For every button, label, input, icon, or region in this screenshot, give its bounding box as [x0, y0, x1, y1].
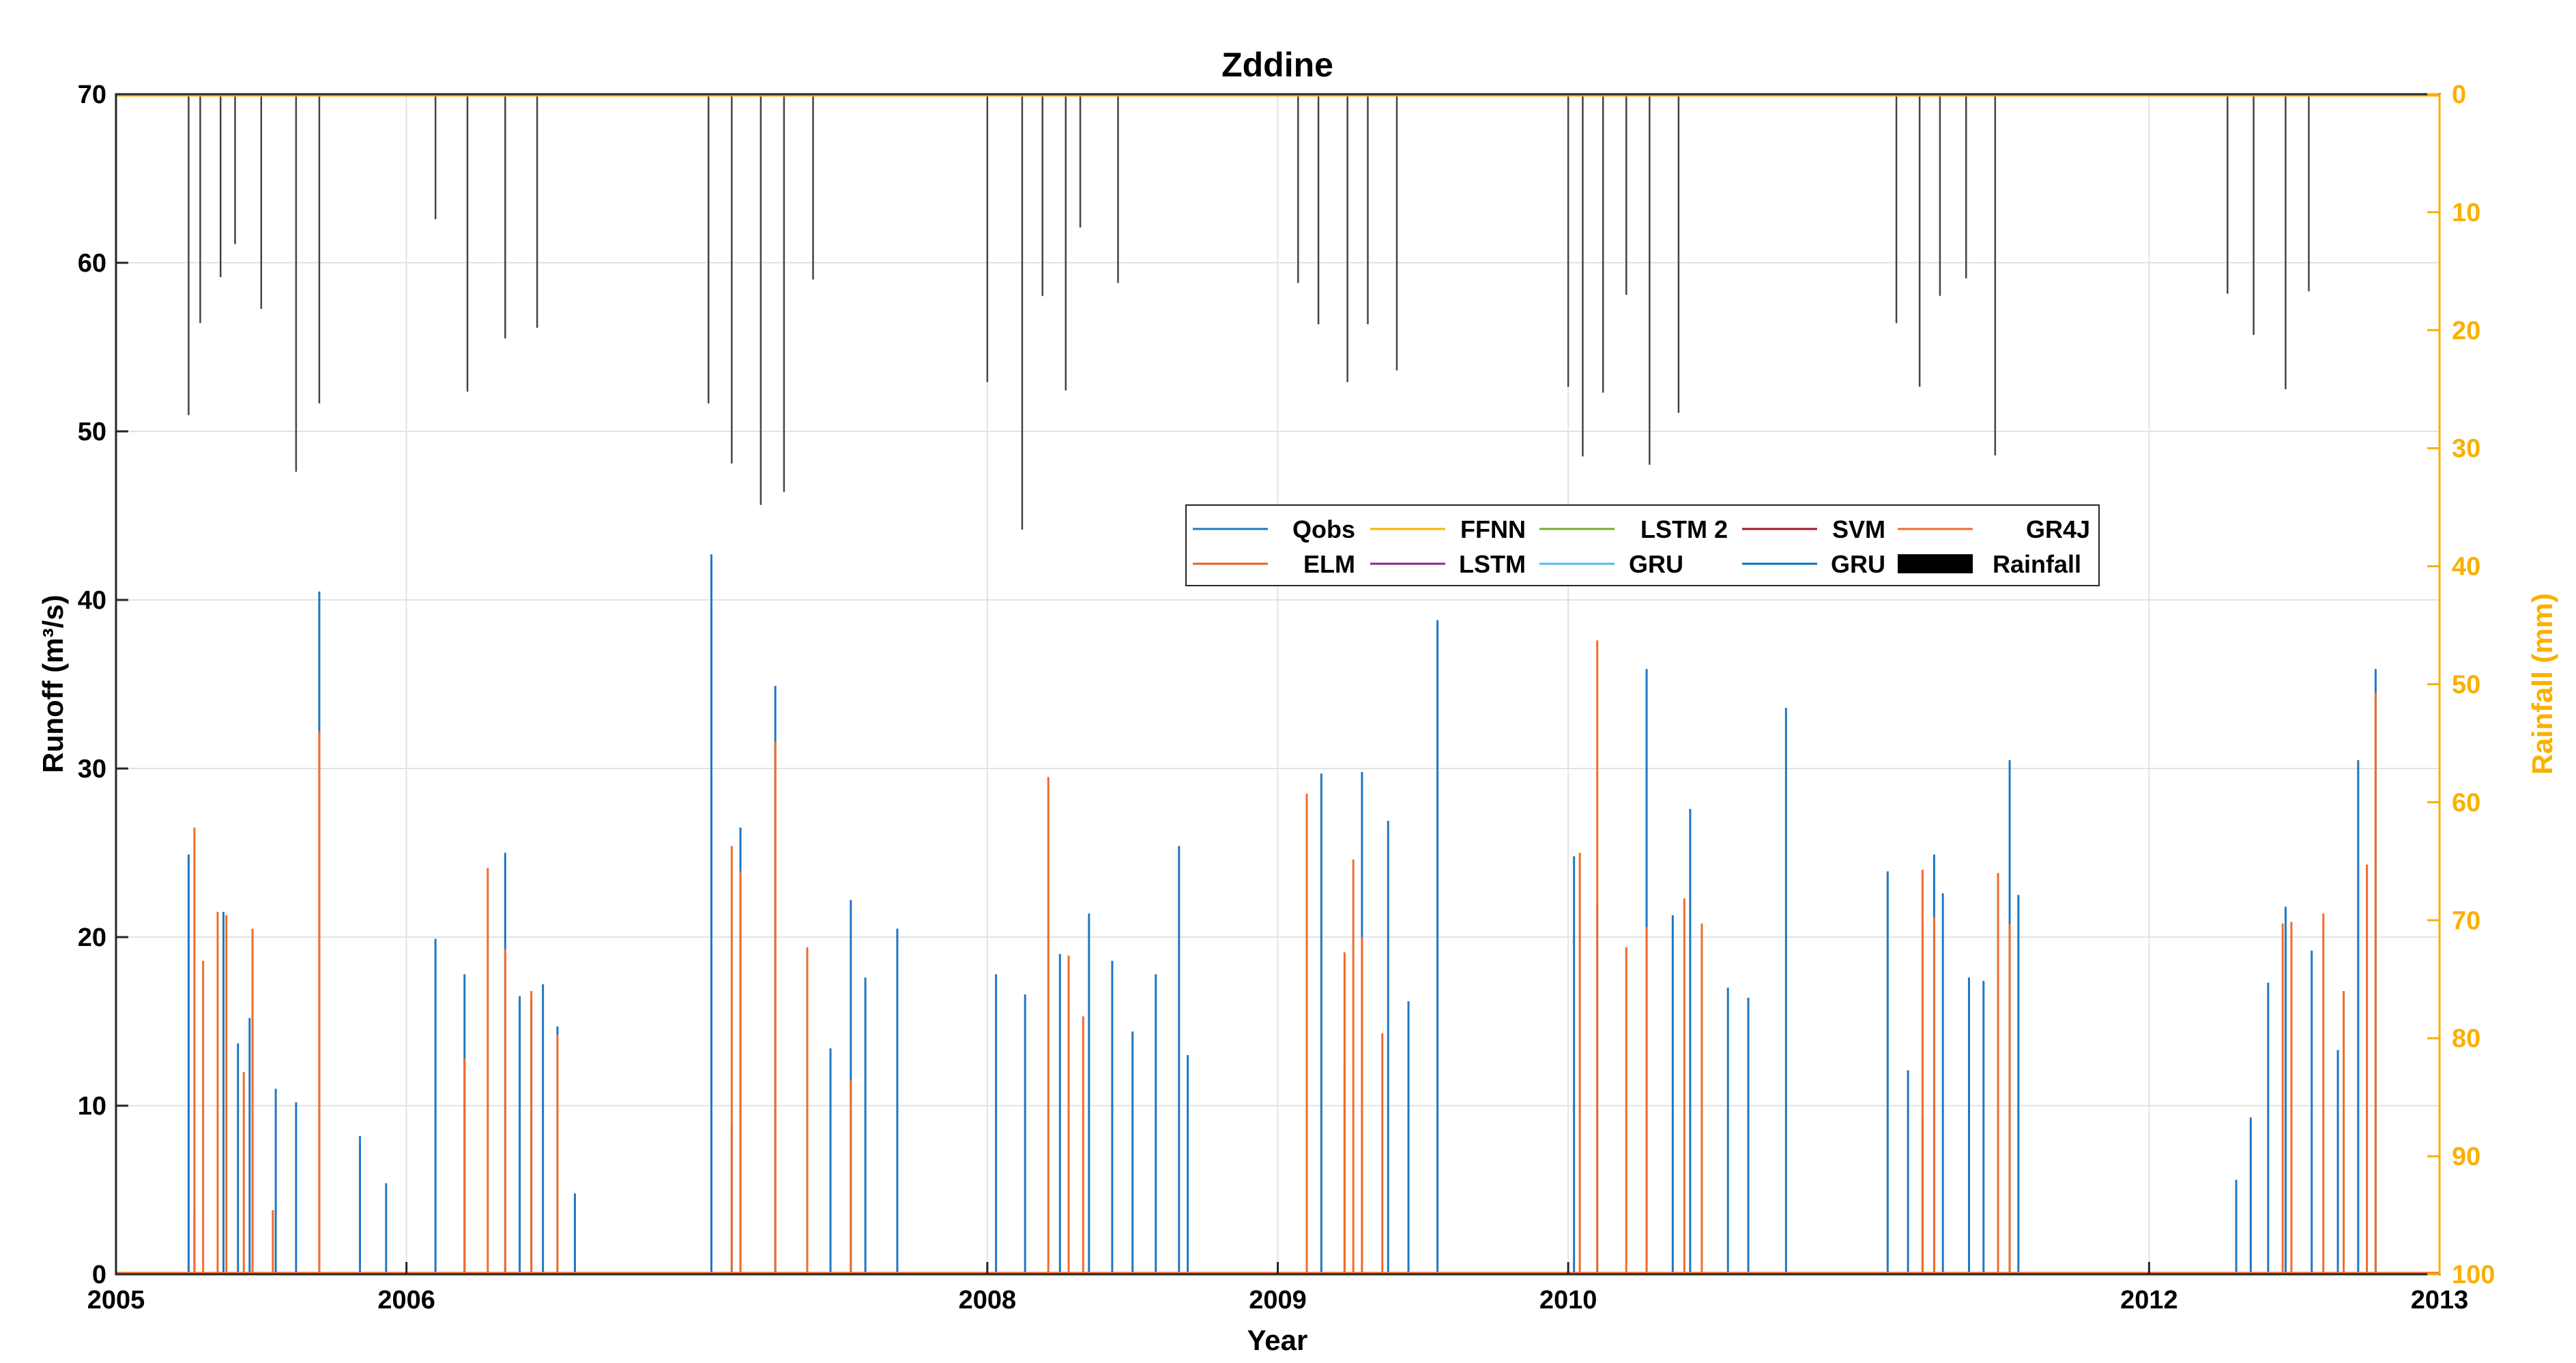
y-axis-label-right: Rainfall (mm): [2526, 593, 2558, 775]
y-tick-label-left: 40: [78, 586, 106, 615]
y-tick-label-left: 70: [78, 81, 106, 109]
legend-label-svm: SVM: [1832, 515, 1885, 543]
legend: Qobs FFNN LSTM 2 SVM GR4J ELM LSTM GRU G…: [1185, 504, 2100, 586]
x-tick-label: 2010: [1539, 1286, 1597, 1315]
y-tick-label-left: 30: [78, 755, 106, 784]
y-tick-label-right: 90: [2452, 1143, 2480, 1171]
chart-title: Zddine: [1221, 46, 1333, 84]
x-tick-label: 2006: [377, 1286, 435, 1315]
legend-label-ffnn: FFNN: [1460, 515, 1526, 543]
y-tick-label-right: 70: [2452, 906, 2480, 935]
y-tick-label-left: 10: [78, 1092, 106, 1121]
x-tick-label: 2012: [2120, 1286, 2178, 1315]
y-tick-label-right: 30: [2452, 435, 2480, 463]
legend-swatch-rainfall: [1898, 554, 1973, 573]
gridlines: [115, 94, 2440, 1275]
y-tick-label-right: 80: [2452, 1024, 2480, 1053]
y-tick-label-right: 10: [2452, 199, 2480, 227]
runoff-series: [116, 94, 2440, 1274]
y-tick-label-left: 60: [78, 249, 106, 278]
y-tick-label-left: 50: [78, 418, 106, 446]
legend-label-lstm2: LSTM 2: [1640, 515, 1728, 543]
x-tick-label: 2013: [2411, 1286, 2469, 1315]
x-tick-label: 2005: [87, 1286, 145, 1315]
y-axis-label-left: Runoff (m³/s): [37, 594, 69, 773]
legend-label-gr4j: GR4J: [2026, 515, 2090, 543]
legend-label-elm: ELM: [1303, 550, 1355, 578]
series-gr4j: [193, 640, 2377, 1274]
rainfall-bars: [188, 94, 2310, 530]
y-tick-label-right: 0: [2452, 81, 2466, 109]
y-tick-label-right: 50: [2452, 671, 2480, 700]
x-axis-label: Year: [1247, 1324, 1308, 1356]
y-tick-label-right: 60: [2452, 788, 2480, 817]
legend-label-lstm: LSTM: [1459, 550, 1526, 578]
axes: 2005 2006 2008 2009 2010 2012 2013010203040506…: [78, 81, 2495, 1315]
x-tick-label: 2009: [1249, 1286, 1307, 1315]
legend-label-gru-2: GRU: [1831, 550, 1885, 578]
x-tick-label: 2008: [959, 1286, 1017, 1315]
y-tick-label-right: 100: [2452, 1261, 2495, 1289]
y-tick-label-left: 0: [92, 1261, 106, 1289]
legend-label-qobs: Qobs: [1292, 515, 1355, 543]
y-tick-label-left: 20: [78, 923, 106, 952]
legend-label-rainfall: Rainfall: [1993, 550, 2081, 578]
y-tick-label-right: 40: [2452, 553, 2480, 582]
y-tick-label-right: 20: [2452, 317, 2480, 345]
legend-label-gru-1: GRU: [1629, 550, 1683, 578]
